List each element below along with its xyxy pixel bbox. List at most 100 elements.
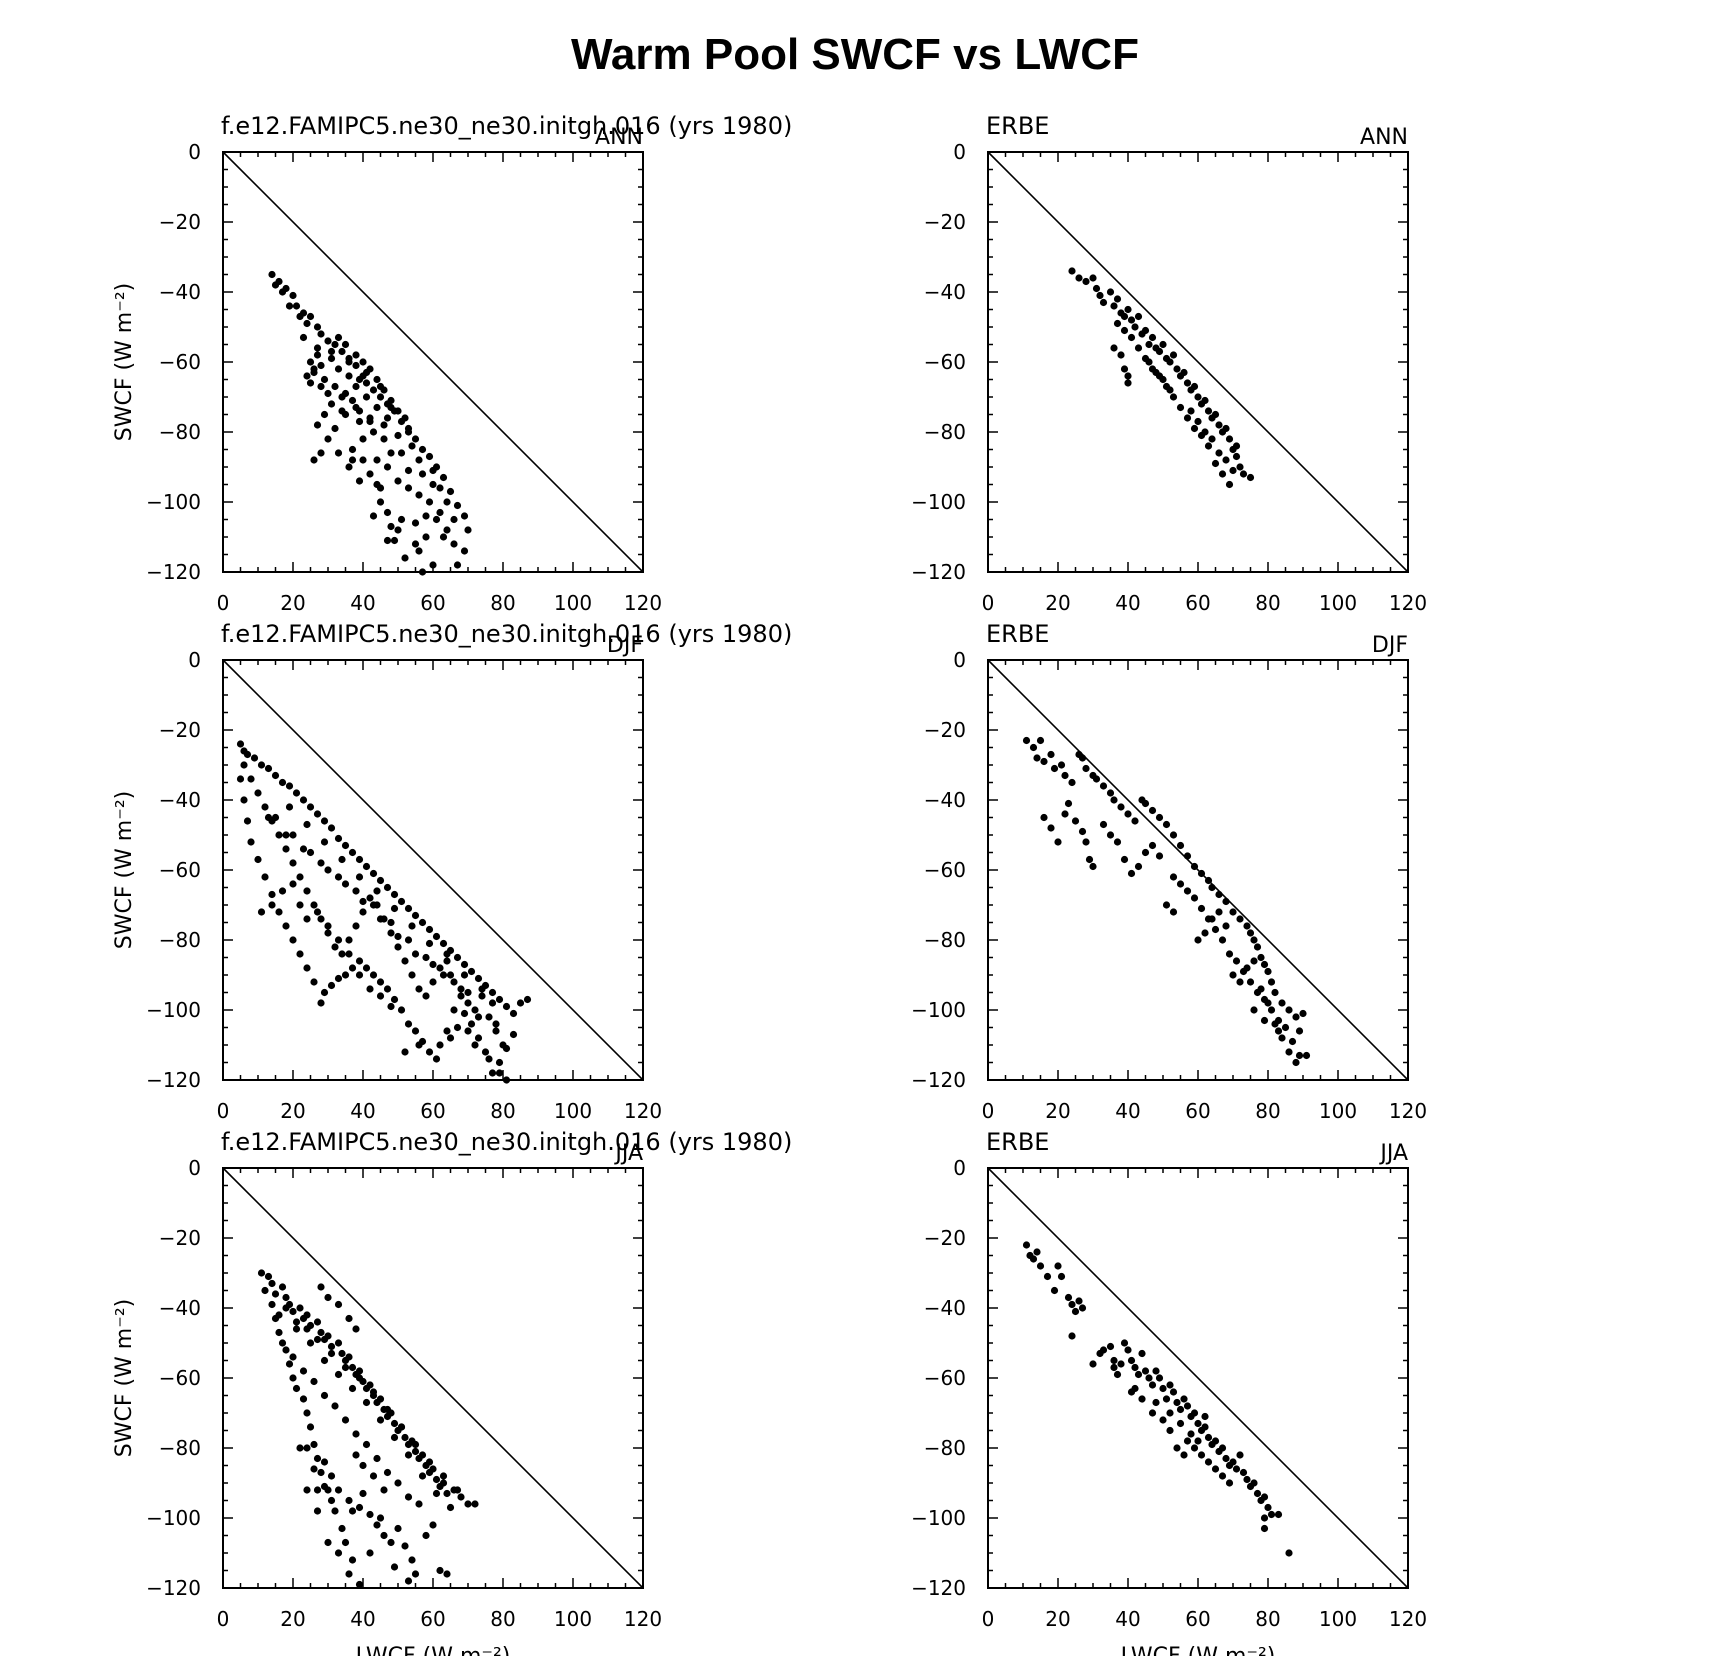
data-point [1246,929,1255,937]
data-point [390,890,399,899]
data-point [1211,1437,1220,1445]
data-point [429,480,437,489]
data-point [1215,449,1223,457]
data-point [373,375,381,384]
data-point [1120,326,1129,335]
data-point [1127,1356,1136,1365]
data-point [397,449,406,457]
data-point [429,1465,437,1473]
data-point [464,1027,472,1035]
data-point [509,1009,518,1018]
data-point [380,1531,388,1540]
data-point [282,1293,290,1302]
x-tick-label: 60 [420,1607,445,1631]
x-tick-label: 60 [1185,1607,1210,1631]
data-point [313,1486,322,1494]
data-point [1257,985,1265,993]
x-tick-label: 80 [490,1099,515,1123]
data-point [1250,957,1258,965]
data-point [1134,862,1143,871]
data-point [401,1048,409,1056]
data-point [324,1332,332,1340]
x-tick-label: 60 [420,591,445,615]
data-point [362,862,371,871]
x-tick-label: 40 [1115,1607,1140,1631]
panel-left-title: ERBE [986,112,1049,140]
data-point [404,936,413,944]
data-point [275,1328,283,1337]
data-point [1229,971,1237,979]
data-point [1152,368,1160,377]
data-point [436,1566,444,1575]
data-point [439,1472,448,1480]
data-point [278,1339,287,1347]
data-point [387,929,395,937]
data-point [1274,1510,1283,1519]
y-tick-label: −60 [159,350,201,374]
data-point [1033,754,1041,762]
data-point [376,992,385,1000]
data-point [446,1503,455,1512]
y-tick-label: −40 [924,280,966,304]
data-point [1110,796,1118,804]
data-point [1071,1307,1080,1316]
x-tick-label: 0 [217,1607,230,1631]
data-point [313,908,322,916]
data-point [446,487,455,496]
data-point [1295,1027,1304,1035]
data-point [1183,887,1192,895]
data-point [411,435,420,443]
data-point [1047,750,1055,759]
data-point [373,887,381,895]
data-point [485,1013,493,1021]
data-point [418,568,427,576]
scatter-panel: 0 20 40 60 80 100 120 0 −20 −40 −60 −80 −100 −120 f.e1… [112,620,792,1123]
data-point [1232,442,1241,450]
data-point [334,1300,343,1309]
data-point [317,361,325,370]
data-point [499,1041,507,1049]
data-point [1260,1524,1269,1533]
data-point [345,358,353,366]
data-point [1253,1489,1262,1498]
data-point [383,985,392,993]
data-point [1267,1006,1276,1014]
data-point [453,953,462,962]
data-point [1078,1304,1087,1312]
y-tick-label: −120 [911,1068,966,1092]
x-tick-label: 80 [490,1607,515,1631]
data-point [366,470,374,478]
data-point [1229,466,1237,475]
data-point [317,1468,325,1477]
data-point [397,1423,406,1431]
data-point [394,932,402,941]
data-point [1176,841,1185,850]
x-tick-label: 100 [554,1607,592,1631]
data-point [1099,1346,1108,1354]
y-tick-label: −20 [924,1226,966,1250]
data-point [348,1507,357,1515]
data-point [1159,1416,1167,1424]
data-point [366,417,374,426]
data-point [1155,852,1164,860]
data-point [317,915,325,923]
data-point [411,1570,420,1578]
x-tick-label: 80 [1255,591,1280,615]
y-tick-label: −40 [159,280,201,304]
data-point [425,452,434,461]
data-point [334,974,343,983]
data-point [457,1493,465,1501]
x-tick-label: 0 [982,1607,995,1631]
data-point [292,789,301,797]
data-point [1061,810,1069,818]
data-point [478,985,486,993]
data-point [1211,459,1220,468]
data-point [1064,799,1073,808]
data-point [1124,379,1132,387]
y-tick-label: −120 [911,560,966,584]
data-point [289,1374,297,1382]
data-point [390,1419,399,1428]
data-point [460,971,469,979]
data-point [1190,1409,1199,1417]
data-point [1183,1402,1192,1410]
